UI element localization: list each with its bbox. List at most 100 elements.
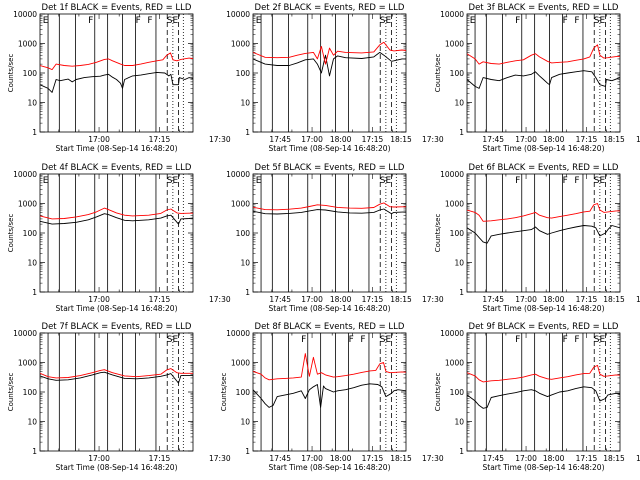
x-tick-label: 17:15 (576, 295, 598, 304)
event-marker-label: F (574, 16, 579, 26)
x-tick-label: 17:30 (209, 454, 231, 463)
y-tick-label: 1 (459, 447, 464, 456)
x-tick-label: 17:45 (269, 135, 291, 144)
y-axis-label: Counts/sec (220, 373, 228, 412)
x-tick-label: 17:00 (301, 295, 323, 304)
x-axis-label: Start Time (08-Sep-14 16:48:20) (56, 144, 178, 153)
series-events-line (40, 71, 193, 93)
y-tick-label: 1 (245, 447, 250, 456)
x-axis-label: Start Time (08-Sep-14 16:48:20) (483, 463, 605, 472)
event-marker-label: S (594, 176, 600, 186)
series-lld-line (40, 207, 193, 220)
plot-area (467, 333, 620, 451)
x-tick-label: 18:00 (543, 295, 565, 304)
x-tick-label: 18:15 (603, 295, 625, 304)
event-marker-label: S (594, 16, 600, 26)
y-tick-label: 10000 (13, 10, 37, 19)
x-axis-label: Start Time (08-Sep-14 16:48:20) (269, 304, 391, 313)
x-tick-label: 17:45 (269, 454, 291, 463)
panel-title: Det 7f BLACK = Events, RED = LLD (42, 322, 192, 332)
y-tick-label: 10000 (440, 170, 464, 179)
event-marker-label: F (574, 176, 579, 186)
y-tick-label: 10 (27, 259, 37, 268)
event-marker-label: F (515, 335, 520, 345)
plot-frame (466, 332, 621, 452)
event-marker-label: E (385, 16, 391, 26)
x-tick-label: 18:00 (543, 454, 565, 463)
y-tick-label: 10000 (440, 10, 464, 19)
event-marker-label: E (43, 16, 49, 26)
event-marker-label: F (349, 335, 354, 345)
y-tick-label: 100 (450, 69, 465, 78)
event-marker-label: E (599, 16, 605, 26)
x-tick-label: 18:15 (390, 454, 412, 463)
plot-area (40, 174, 193, 292)
plot-frame (466, 173, 621, 293)
x-tick-label: 17:00 (301, 135, 323, 144)
series-events-line (253, 383, 406, 408)
event-marker-label: E (599, 176, 605, 186)
plot-area (40, 14, 193, 132)
event-marker-label: E (172, 16, 178, 26)
panel-title: Det 3f BLACK = Events, RED = LLD (469, 3, 619, 13)
y-tick-label: 1000 (18, 359, 37, 368)
event-marker-label: F (301, 335, 306, 345)
panel-title: Det 9f BLACK = Events, RED = LLD (469, 322, 619, 332)
x-tick-label: 17:15 (362, 454, 384, 463)
x-axis-label: Start Time (08-Sep-14 16:48:20) (56, 463, 178, 472)
event-marker-label: S (380, 176, 386, 186)
x-tick-label: 17:30 (422, 135, 444, 144)
event-marker-label: S (380, 335, 386, 345)
event-marker-label: E (43, 176, 49, 186)
event-marker-label: E (470, 16, 476, 26)
event-marker-label: E (256, 16, 262, 26)
event-marker-label: F (515, 176, 520, 186)
x-tick-label: 17:30 (636, 454, 640, 463)
y-axis-label: Counts/sec (434, 214, 442, 253)
y-tick-label: 1 (245, 288, 250, 297)
panel-title: Det 4f BLACK = Events, RED = LLD (42, 163, 192, 173)
y-tick-label: 10 (240, 418, 250, 427)
event-marker-label: S (380, 16, 386, 26)
series-events-line (467, 225, 620, 244)
x-tick-label: 17:00 (515, 454, 537, 463)
x-tick-label: 17:30 (209, 135, 231, 144)
series-lld-line (40, 368, 193, 379)
y-tick-label: 1000 (231, 200, 250, 209)
plot-frame (252, 332, 407, 452)
y-tick-label: 100 (23, 229, 38, 238)
x-axis-label: Start Time (08-Sep-14 16:48:20) (269, 144, 391, 153)
event-marker-label: E (256, 176, 262, 186)
x-axis-label: Start Time (08-Sep-14 16:48:20) (483, 144, 605, 153)
event-marker-label: F (88, 16, 93, 26)
x-tick-label: 18:15 (390, 135, 412, 144)
x-tick-label: 17:45 (482, 135, 504, 144)
y-tick-label: 100 (236, 229, 251, 238)
panel-det-9: Det 9f BLACK = Events, RED = LLD 1 10 100 10… (434, 322, 640, 472)
panel-det-6: Det 6f BLACK = Events, RED = LLD 1 10 100 10… (434, 163, 640, 313)
plot-frame (39, 13, 194, 133)
plot-area (253, 333, 406, 451)
y-tick-label: 1 (32, 447, 37, 456)
y-tick-label: 10 (240, 99, 250, 108)
y-tick-label: 1000 (231, 40, 250, 49)
x-tick-label: 17:00 (88, 135, 110, 144)
plot-area (467, 174, 620, 292)
y-tick-label: 1000 (18, 200, 37, 209)
series-lld-line (253, 202, 406, 211)
y-tick-label: 1 (245, 128, 250, 137)
panel-title: Det 6f BLACK = Events, RED = LLD (469, 163, 619, 173)
y-tick-label: 10 (454, 99, 464, 108)
y-tick-label: 10000 (13, 170, 37, 179)
plot-frame (39, 332, 194, 452)
y-tick-label: 1000 (445, 40, 464, 49)
y-tick-label: 10 (27, 418, 37, 427)
series-events-line (253, 208, 406, 215)
y-tick-label: 1000 (18, 40, 37, 49)
x-tick-label: 17:45 (482, 295, 504, 304)
plot-area (467, 14, 620, 132)
x-tick-label: 17:30 (422, 454, 444, 463)
series-lld-line (40, 52, 193, 71)
plot-frame (252, 13, 407, 133)
series-events-line (467, 70, 620, 89)
